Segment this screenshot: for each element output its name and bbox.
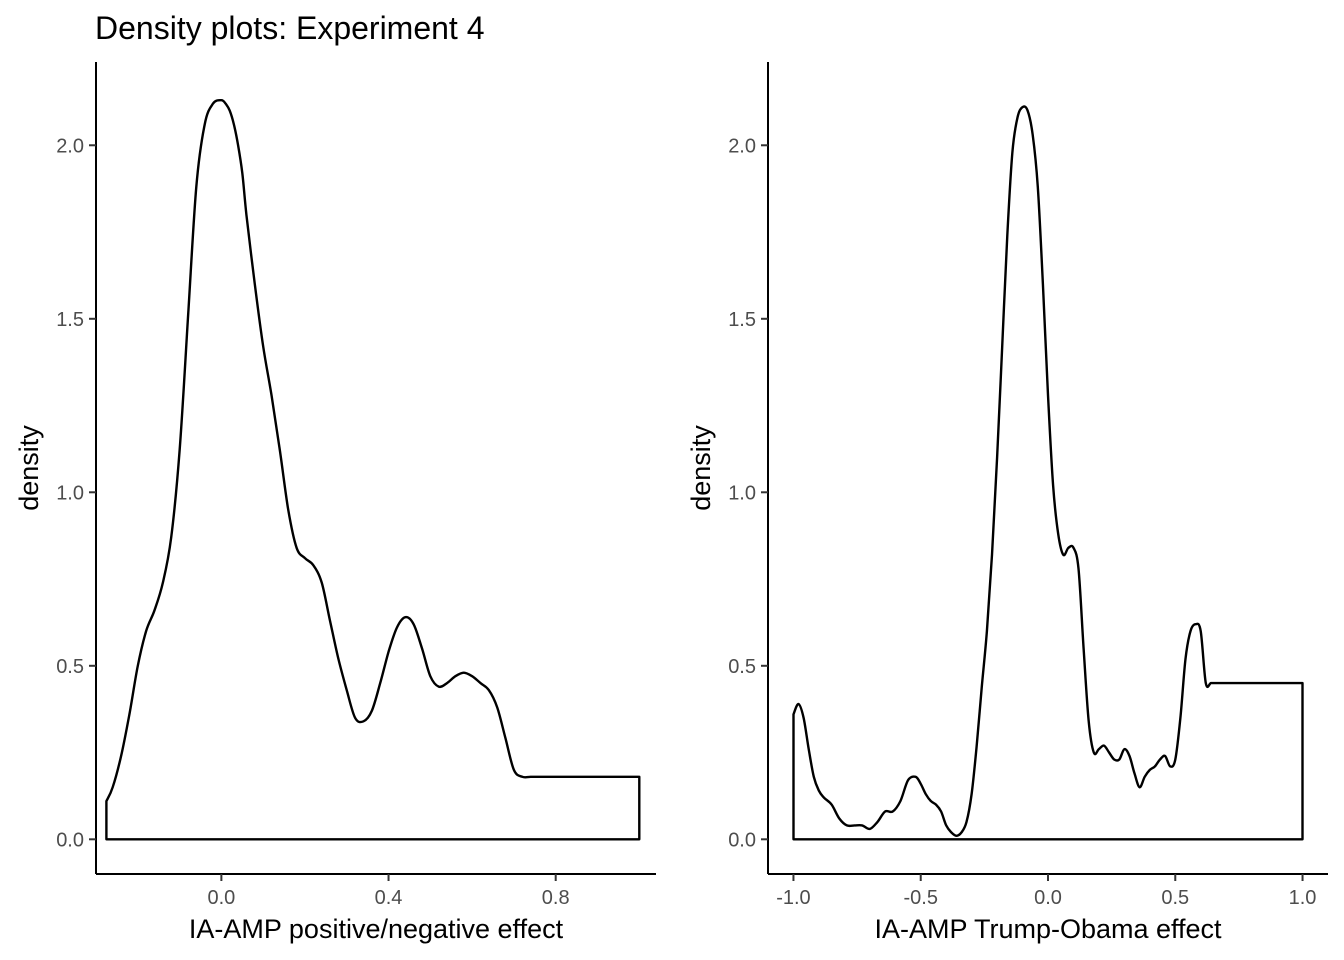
x-tick-label: 1.0: [1289, 887, 1317, 909]
y-tick-label: 0.0: [56, 829, 84, 851]
y-tick-label: 0.5: [56, 656, 84, 678]
y-tick-label: 0.0: [728, 829, 756, 851]
y-axis-title-right: density: [686, 425, 716, 511]
density-curve-right: [792, 105, 1304, 841]
y-tick-label: 1.5: [728, 309, 756, 331]
y-tick-label: 1.0: [728, 482, 756, 504]
chart-title: Density plots: Experiment 4: [95, 10, 485, 46]
y-axis-title-left: density: [14, 425, 44, 511]
x-tick-label: -0.5: [903, 887, 937, 909]
x-axis-title-left: IA-AMP positive/negative effect: [189, 914, 564, 944]
x-ticks-left: 0.0 0.4 0.8: [207, 874, 570, 909]
x-tick-label: 0.8: [542, 887, 570, 909]
y-tick-label: 1.0: [56, 482, 84, 504]
panel-left: 0.0 0.5 1.0 1.5 2.0 0.0 0.4 0.8 IA-AMP positiv…: [14, 62, 656, 944]
x-ticks-right: -1.0 -0.5 0.0 0.5 1.0: [776, 874, 1316, 909]
y-ticks-right: 0.0 0.5 1.0 1.5 2.0: [728, 135, 768, 851]
x-tick-label: 0.4: [375, 887, 403, 909]
y-tick-label: 0.5: [728, 656, 756, 678]
x-axis-title-right: IA-AMP Trump-Obama effect: [874, 914, 1222, 944]
y-ticks-left: 0.0 0.5 1.0 1.5 2.0: [56, 135, 96, 851]
y-tick-label: 2.0: [728, 135, 756, 157]
x-tick-label: 0.5: [1161, 887, 1189, 909]
y-tick-label: 1.5: [56, 309, 84, 331]
y-tick-label: 2.0: [56, 135, 84, 157]
density-curve-left: [105, 98, 641, 841]
panel-right: 0.0 0.5 1.0 1.5 2.0 -1.0 -0.5 0.0 0.5 1.0 IA-AMP…: [686, 62, 1328, 944]
x-tick-label: 0.0: [207, 887, 235, 909]
x-tick-label: 0.0: [1034, 887, 1062, 909]
x-tick-label: -1.0: [776, 887, 810, 909]
